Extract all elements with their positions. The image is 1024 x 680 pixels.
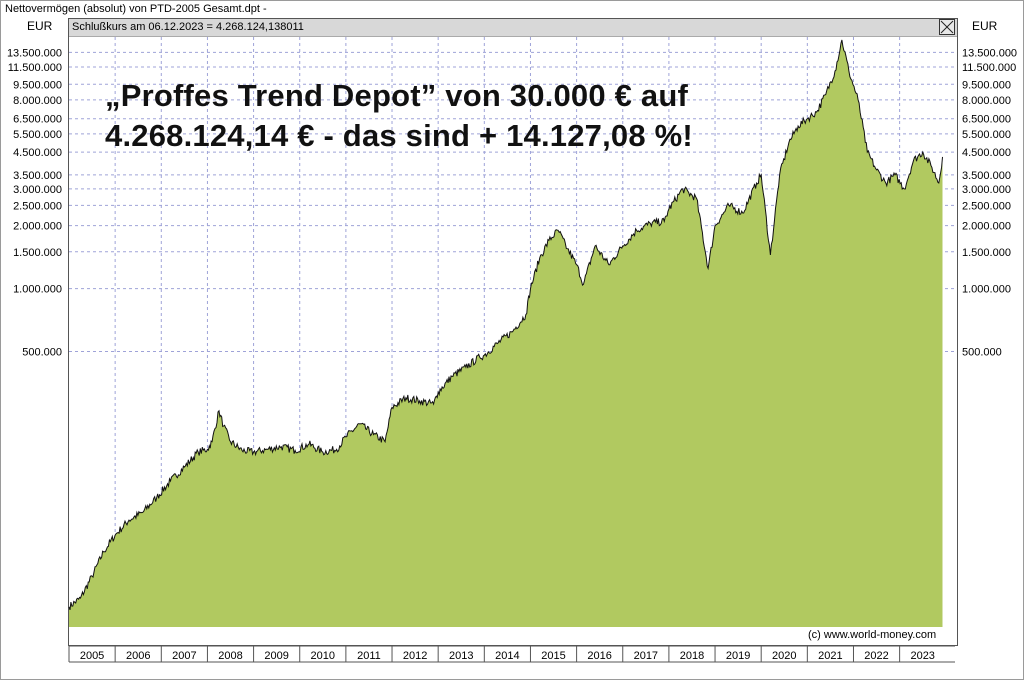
- y-tick-label-right: 1.000.000: [962, 284, 1011, 296]
- y-tick-label-left: 5.500.000: [13, 129, 62, 141]
- x-tick-label: 2023: [910, 650, 934, 662]
- info-bar: Schlußkurs am 06.12.2023 = 4.268.124,138…: [69, 19, 957, 37]
- x-tick-label: 2021: [818, 650, 842, 662]
- x-tick-label: 2015: [541, 650, 565, 662]
- close-x-icon[interactable]: [939, 19, 955, 35]
- y-tick-label-right: 9.500.000: [962, 79, 1011, 91]
- x-tick-label: 2018: [680, 650, 704, 662]
- x-tick-label: 2020: [772, 650, 796, 662]
- headline-line-1: „Proffes Trend Depot” von 30.000 € auf: [105, 78, 688, 113]
- y-tick-label-right: 1.500.000: [962, 247, 1011, 259]
- y-tick-label-left: 8.000.000: [13, 95, 62, 107]
- y-axis-unit-right: EUR: [972, 19, 998, 33]
- y-tick-label-left: 6.500.000: [13, 114, 62, 126]
- y-tick-label-right: 6.500.000: [962, 114, 1011, 126]
- y-tick-label-left: 1.000.000: [13, 284, 62, 296]
- y-tick-label-right: 8.000.000: [962, 95, 1011, 107]
- headline: „Proffes Trend Depot” von 30.000 € auf 4…: [105, 76, 725, 156]
- closing-price-text: Schlußkurs am 06.12.2023 = 4.268.124,138…: [72, 21, 304, 33]
- x-tick-label: 2010: [311, 650, 335, 662]
- y-tick-label-right: 500.000: [962, 346, 1002, 358]
- area-layer: [68, 39, 943, 627]
- x-tick-label: 2022: [864, 650, 888, 662]
- y-tick-label-left: 1.500.000: [13, 247, 62, 259]
- x-tick-label: 2019: [726, 650, 750, 662]
- x-tick-label: 2005: [80, 650, 104, 662]
- y-tick-label-left: 11.500.000: [8, 62, 62, 74]
- x-tick-label: 2007: [172, 650, 196, 662]
- y-tick-label-right: 5.500.000: [962, 129, 1011, 141]
- headline-line-2: 4.268.124,14 € - das sind + 14.127,08 %!: [105, 118, 693, 153]
- x-tick-label: 2006: [126, 650, 150, 662]
- axis-layer: 13.500.000 13.500.000 11.500.000 11.500.000…: [7, 47, 1017, 663]
- y-tick-label-left: 500.000: [22, 346, 62, 358]
- x-tick-label: 2009: [264, 650, 288, 662]
- series-line: [68, 39, 943, 611]
- y-tick-label-right: 4.500.000: [962, 147, 1011, 159]
- y-tick-label-right: 3.500.000: [962, 170, 1011, 182]
- x-tick-label: 2017: [634, 650, 658, 662]
- y-tick-label-left: 2.000.000: [13, 221, 62, 233]
- x-tick-label: 2008: [218, 650, 242, 662]
- y-tick-label-right: 13.500.000: [962, 47, 1017, 59]
- y-tick-label-left: 3.500.000: [13, 170, 62, 182]
- x-tick-label: 2012: [403, 650, 427, 662]
- x-tick-label: 2014: [495, 650, 519, 662]
- x-tick-label: 2011: [357, 650, 381, 662]
- copyright-watermark: (c) www.world-money.com: [808, 629, 937, 641]
- y-tick-label-left: 13.500.000: [7, 47, 62, 59]
- y-tick-label-left: 4.500.000: [13, 147, 62, 159]
- y-tick-label-right: 11.500.000: [962, 62, 1016, 74]
- y-axis-unit-left: EUR: [27, 19, 53, 33]
- y-tick-label-left: 3.000.000: [13, 184, 62, 196]
- y-tick-label-right: 2.000.000: [962, 221, 1011, 233]
- window-title: Nettovermögen (absolut) von PTD-2005 Ges…: [5, 3, 267, 15]
- y-tick-label-left: 9.500.000: [13, 79, 62, 91]
- x-tick-label: 2016: [587, 650, 611, 662]
- y-tick-label-left: 2.500.000: [13, 200, 62, 212]
- y-tick-label-right: 3.000.000: [962, 184, 1011, 196]
- x-tick-label: 2013: [449, 650, 473, 662]
- y-tick-label-right: 2.500.000: [962, 200, 1011, 212]
- series-area-fill: [69, 39, 943, 627]
